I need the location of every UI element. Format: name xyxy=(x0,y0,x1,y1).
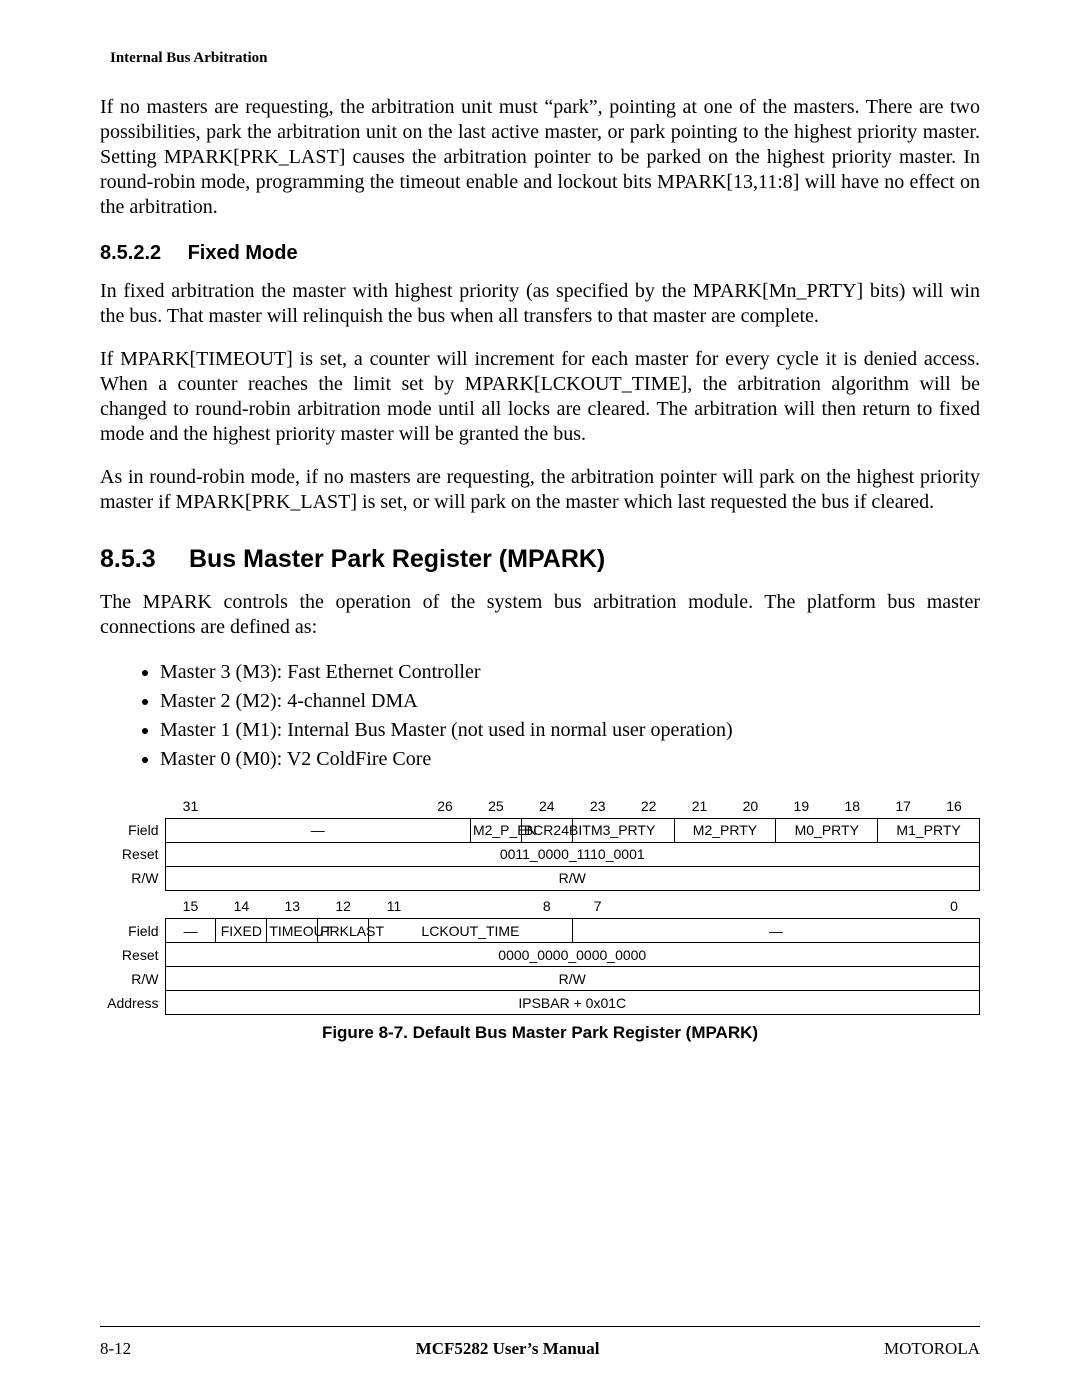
register-field-cell: BCR24BIT xyxy=(521,818,572,842)
page: Internal Bus Arbitration If no masters a… xyxy=(0,0,1080,1397)
register-field-cell: TIMEOUT xyxy=(267,919,318,943)
master-list: Master 3 (M3): Fast Ethernet Controller … xyxy=(100,658,980,774)
register-rw-cell: R/W xyxy=(165,967,980,991)
footer-brand: MOTOROLA xyxy=(884,1339,980,1359)
intro-paragraph: If no masters are requesting, the arbitr… xyxy=(100,95,980,220)
register-reset-cell: 0011_0000_1110_0001 xyxy=(165,842,980,866)
register-field-cell: M2_P_EN xyxy=(470,818,521,842)
register-field-cell: PRKLAST xyxy=(318,919,369,943)
register-diagram: 312625242322212019181716Field—M2_P_ENBCR… xyxy=(100,794,980,1043)
list-item: Master 2 (M2): 4-channel DMA xyxy=(160,687,980,716)
figure-caption: Figure 8-7. Default Bus Master Park Regi… xyxy=(100,1023,980,1043)
register-address-cell: IPSBAR + 0x01C xyxy=(165,991,980,1015)
heading-8-5-3: 8.5.3 Bus Master Park Register (MPARK) xyxy=(100,545,980,574)
list-item: Master 0 (M0): V2 ColdFire Core xyxy=(160,745,980,774)
para-8-5-2-2-b: If MPARK[TIMEOUT] is set, a counter will… xyxy=(100,347,980,447)
register-field-cell: M0_PRTY xyxy=(776,818,878,842)
register-lower: 1514131211870Field—FIXEDTIMEOUTPRKLASTLC… xyxy=(100,895,980,1016)
register-field-cell: — xyxy=(165,818,470,842)
register-reset-cell: 0000_0000_0000_0000 xyxy=(165,943,980,967)
footer-page-number: 8-12 xyxy=(100,1339,131,1359)
register-field-cell: LCKOUT_TIME xyxy=(369,919,573,943)
footer-rule xyxy=(100,1326,980,1327)
page-footer: 8-12 MCF5282 User’s Manual MOTOROLA xyxy=(100,1339,980,1359)
register-field-cell: — xyxy=(165,919,216,943)
register-lower-table: 1514131211870Field—FIXEDTIMEOUTPRKLASTLC… xyxy=(100,895,980,1016)
para-8-5-3-intro: The MPARK controls the operation of the … xyxy=(100,590,980,640)
heading-number: 8.5.3 xyxy=(100,545,182,574)
para-8-5-2-2-c: As in round-robin mode, if no masters ar… xyxy=(100,465,980,515)
list-item: Master 1 (M1): Internal Bus Master (not … xyxy=(160,716,980,745)
para-8-5-2-2-a: In fixed arbitration the master with hig… xyxy=(100,279,980,329)
register-field-cell: FIXED xyxy=(216,919,267,943)
register-upper-table: 312625242322212019181716Field—M2_P_ENBCR… xyxy=(100,794,980,891)
heading-8-5-2-2: 8.5.2.2 Fixed Mode xyxy=(100,242,980,265)
register-field-cell: M1_PRTY xyxy=(878,818,980,842)
footer-manual-title: MCF5282 User’s Manual xyxy=(416,1339,600,1359)
heading-number: 8.5.2.2 xyxy=(100,242,182,265)
heading-title: Bus Master Park Register (MPARK) xyxy=(189,545,605,573)
list-item: Master 3 (M3): Fast Ethernet Controller xyxy=(160,658,980,687)
register-upper: 312625242322212019181716Field—M2_P_ENBCR… xyxy=(100,794,980,891)
register-field-cell: M2_PRTY xyxy=(674,818,776,842)
running-head: Internal Bus Arbitration xyxy=(110,50,980,67)
heading-title: Fixed Mode xyxy=(188,242,298,264)
register-field-cell: — xyxy=(572,919,979,943)
register-rw-cell: R/W xyxy=(165,866,980,890)
